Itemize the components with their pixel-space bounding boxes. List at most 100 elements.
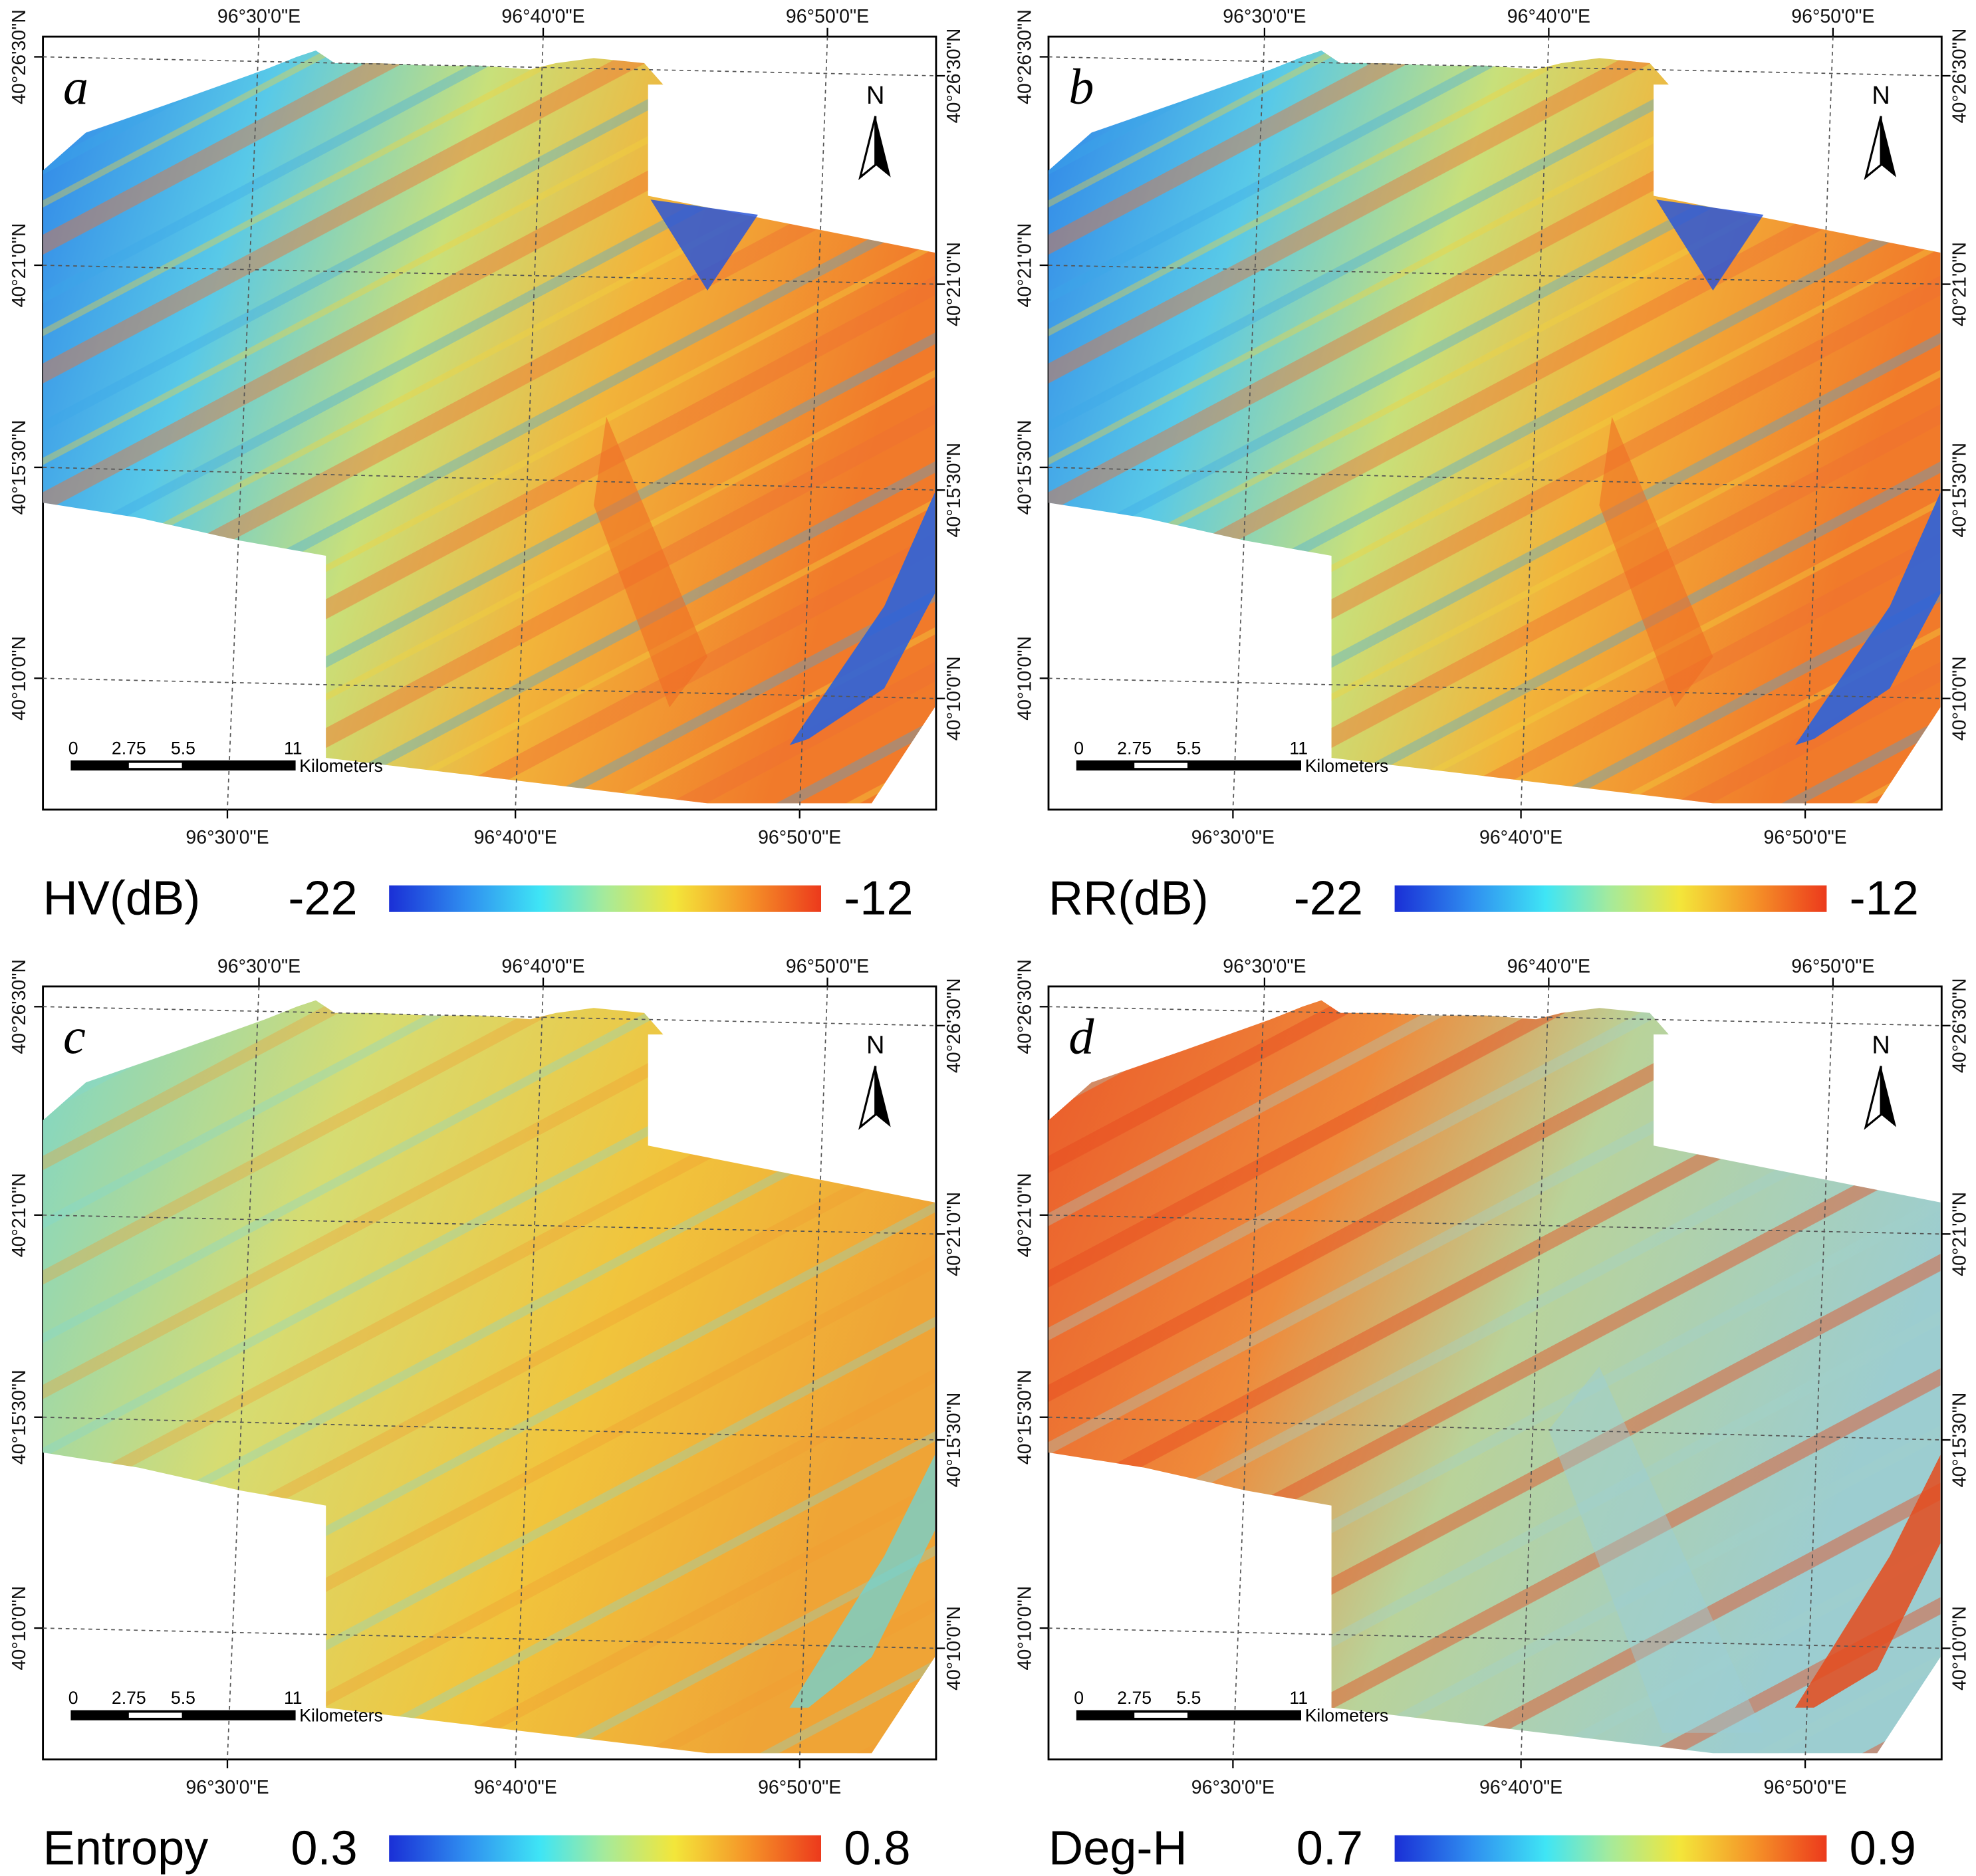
left-lat-label: 40°10'0"N: [1014, 1586, 1035, 1671]
graticule-parallel: [1048, 1416, 1942, 1441]
left-lat-label: 40°26'30"N: [9, 9, 30, 104]
graticule-parallel: [43, 1006, 936, 1026]
graticule-parallel: [1048, 677, 1942, 699]
left-lat-label: 40°10'0"N: [9, 1586, 30, 1671]
map-panel-d: 96°30'0"E 96°40'0"E 96°50'0"E 96°30'0"E 96°4…: [1014, 956, 1970, 1875]
graticule-meridian: [1520, 986, 1550, 1760]
graticule-parallel: [43, 56, 936, 76]
colorbar-legend: Entropy 0.3 0.8: [43, 1821, 911, 1875]
scale-bar-tick: 5.5: [171, 1688, 195, 1708]
top-lon-label: 96°50'0"E: [1791, 6, 1874, 27]
top-lon-label: 96°40'0"E: [1507, 956, 1590, 977]
panel-letter: a: [63, 59, 88, 115]
colorbar-min: -22: [1294, 872, 1363, 925]
graticule-parallel: [1048, 1006, 1942, 1026]
map-panel-a: 96°30'0"E 96°40'0"E 96°50'0"E 96°30'0"E 96°4…: [9, 6, 965, 925]
scale-bar-tick: 0: [68, 1688, 78, 1708]
scale-bar-unit: Kilometers: [299, 1706, 383, 1726]
colorbar-min: 0.7: [1297, 1821, 1363, 1875]
top-lon-label: 96°50'0"E: [1791, 956, 1874, 977]
left-lat-label: 40°15'30"N: [9, 1369, 30, 1465]
graticule-meridian: [1520, 37, 1550, 810]
colorbar-max: -12: [1850, 872, 1919, 925]
right-lat-label: 40°21'0"N: [943, 1192, 965, 1276]
scale-bar-tick: 5.5: [171, 738, 195, 758]
graticule-meridian: [799, 986, 828, 1760]
fan-center-high-backscatter: [594, 417, 707, 707]
right-lat-label: 40°21'0"N: [1949, 1192, 1970, 1276]
fan-center-low-degh: [1548, 1366, 1764, 1733]
panel-letter: b: [1068, 59, 1094, 115]
top-lon-label: 96°30'0"E: [1223, 956, 1306, 977]
scale-bar-bar: [70, 760, 296, 770]
scale-bar-tick: 11: [1289, 1688, 1308, 1708]
top-lon-label: 96°50'0"E: [786, 6, 869, 27]
graticule-meridian: [1232, 37, 1265, 810]
graticule-meridian: [799, 37, 828, 810]
fan-center-high-backscatter: [1599, 417, 1713, 707]
scale-bar-tick: 11: [1289, 738, 1308, 758]
colorbar-legend: RR(dB) -22 -12: [1049, 872, 1919, 925]
graticule-meridian: [515, 37, 544, 810]
panel-letter: c: [63, 1009, 86, 1065]
left-lat-label: 40°15'30"N: [1014, 420, 1035, 515]
bottom-lon-label: 96°40'0"E: [1479, 1777, 1562, 1798]
right-lat-label: 40°21'0"N: [1949, 242, 1970, 326]
north-label: N: [1872, 82, 1890, 110]
graticule-parallel: [1048, 56, 1942, 76]
graticule-parallel: [43, 1416, 936, 1441]
map-panel-b: 96°30'0"E 96°40'0"E 96°50'0"E 96°30'0"E 96°4…: [1014, 6, 1970, 925]
scale-bar-tick: 11: [284, 738, 303, 758]
scale-bar-segment: [128, 1712, 182, 1718]
left-lat-label: 40°21'0"N: [1014, 223, 1035, 308]
scale-bar-tick: 0: [68, 738, 78, 758]
top-lon-label: 96°40'0"E: [1507, 6, 1590, 27]
scale-bar-bar: [70, 1710, 296, 1720]
colorbar-variable: Deg-H: [1049, 1821, 1187, 1875]
graticule-meridian: [1232, 986, 1265, 1760]
top-lon-label: 96°40'0"E: [501, 956, 584, 977]
colorbar-gradient: [1394, 1835, 1827, 1862]
graticule-parallel: [43, 467, 936, 491]
right-lat-label: 40°10'0"N: [1949, 1606, 1970, 1691]
colorbar-gradient: [389, 1835, 822, 1862]
radar-image-texture: [1049, 1000, 1941, 1754]
graticule-meridian: [227, 37, 260, 810]
bottom-lon-label: 96°30'0"E: [185, 1777, 269, 1798]
scale-bar-tick: 2.75: [112, 738, 146, 758]
scale-bar-unit: Kilometers: [299, 756, 383, 776]
scale-bar-tick: 2.75: [1117, 1688, 1152, 1708]
colorbar-max: -12: [844, 872, 913, 925]
colorbar-min: 0.3: [291, 1821, 357, 1875]
scale-bar-unit: Kilometers: [1305, 1706, 1389, 1726]
top-lon-label: 96°30'0"E: [217, 6, 301, 27]
top-lon-label: 96°30'0"E: [1223, 6, 1306, 27]
bottom-lon-label: 96°50'0"E: [1763, 1777, 1846, 1798]
colorbar-max: 0.8: [844, 1821, 910, 1875]
colorbar-variable: RR(dB): [1049, 872, 1209, 925]
graticule-meridian: [227, 986, 260, 1760]
graticule-parallel: [1048, 1627, 1942, 1649]
right-lat-label: 40°15'30"N: [943, 1393, 965, 1488]
scale-bar-bar: [1076, 1710, 1301, 1720]
colorbar-gradient: [1394, 885, 1827, 912]
graticule-meridian: [1804, 986, 1834, 1760]
bottom-lon-label: 96°40'0"E: [1479, 827, 1562, 848]
channel-dark-zone: [650, 199, 758, 291]
graticule-parallel: [1048, 467, 1942, 491]
scale-bar-tick: 0: [1074, 738, 1084, 758]
bottom-lon-label: 96°30'0"E: [1191, 1777, 1275, 1798]
right-lat-label: 40°15'30"N: [1949, 1393, 1970, 1488]
scale-bar-tick: 5.5: [1176, 738, 1201, 758]
scale-bar-tick: 0: [1074, 1688, 1084, 1708]
scale-bar-segment: [1134, 762, 1187, 768]
bottom-lon-label: 96°40'0"E: [474, 827, 557, 848]
colorbar-gradient: [389, 885, 822, 912]
fan-edge-low-backscatter: [1794, 493, 1941, 745]
bottom-lon-label: 96°50'0"E: [758, 1777, 841, 1798]
graticule-parallel: [43, 677, 936, 699]
